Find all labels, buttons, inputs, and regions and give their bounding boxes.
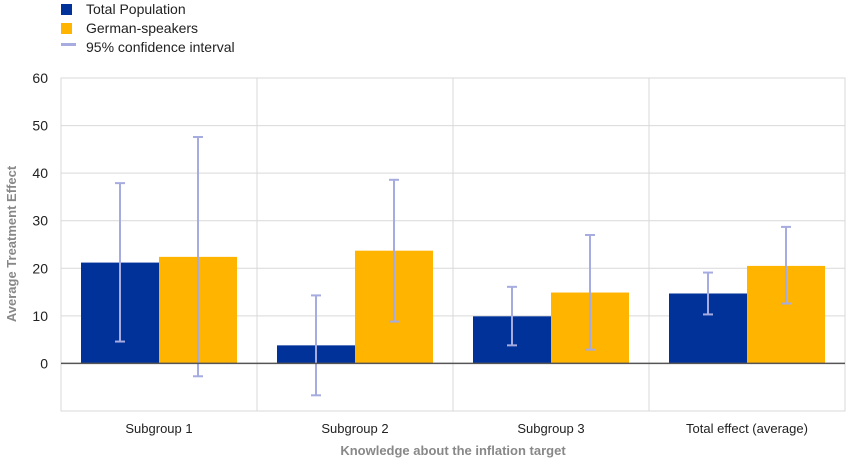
x-tick-label: Subgroup 3 — [517, 421, 584, 436]
legend-swatch-confidence-interval — [61, 43, 76, 46]
y-tick-label: 0 — [40, 355, 48, 371]
x-axis-title: Knowledge about the inflation target — [340, 443, 566, 458]
y-tick-label: 30 — [32, 213, 48, 229]
error-bars — [115, 135, 791, 397]
x-tick-label: Total effect (average) — [686, 421, 808, 436]
y-tick-label: 20 — [32, 260, 48, 276]
bars — [81, 250, 825, 364]
y-axis-title: Average Treatment Effect — [4, 165, 19, 322]
legend-label-german-speakers: German-speakers — [86, 20, 198, 36]
axes: 0 10 20 30 40 50 60 Subgroup 1 Subgroup 2 Subgrou… — [32, 70, 845, 436]
y-tick-label: 50 — [32, 118, 48, 134]
legend: Total Population German-speakers 95% con… — [61, 1, 235, 55]
legend-label-confidence-interval: 95% confidence interval — [86, 39, 235, 55]
y-tick-label: 40 — [32, 165, 48, 181]
legend-swatch-total-population — [61, 4, 72, 15]
x-tick-label: Subgroup 1 — [125, 421, 192, 436]
x-tick-label: Subgroup 2 — [321, 421, 388, 436]
legend-swatch-german-speakers — [61, 23, 72, 34]
y-tick-label: 60 — [32, 70, 48, 86]
y-tick-label: 10 — [32, 308, 48, 324]
legend-label-total-population: Total Population — [86, 1, 186, 17]
